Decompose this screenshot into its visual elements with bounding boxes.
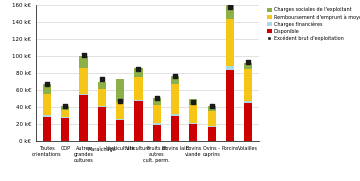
Bar	[116, 102, 124, 119]
Bar	[98, 82, 106, 89]
Bar	[207, 126, 216, 127]
Bar	[189, 124, 197, 141]
Bar	[153, 125, 161, 141]
Bar	[116, 119, 124, 120]
Point	[44, 83, 50, 86]
Bar	[153, 123, 161, 125]
Bar	[189, 123, 197, 124]
Point	[227, 6, 233, 9]
Bar	[226, 5, 234, 19]
Bar	[171, 116, 179, 141]
Bar	[98, 107, 106, 141]
Bar	[43, 94, 51, 115]
Legend: Charges sociales de l'exploitant, Remboursement d'emprunt à moyen et long terme,: Charges sociales de l'exploitant, Rembou…	[266, 7, 360, 42]
Bar	[189, 105, 197, 123]
Bar	[171, 114, 179, 116]
Bar	[80, 56, 88, 68]
Bar	[189, 99, 197, 105]
Bar	[153, 98, 161, 105]
Bar	[80, 68, 88, 94]
Bar	[43, 115, 51, 117]
Bar	[244, 101, 252, 103]
Point	[136, 68, 141, 71]
Bar	[116, 120, 124, 141]
Bar	[207, 127, 216, 141]
Bar	[98, 89, 106, 106]
Bar	[207, 106, 216, 111]
Point	[190, 101, 196, 104]
Point	[246, 61, 251, 64]
Bar	[207, 111, 216, 126]
Point	[172, 74, 178, 77]
Bar	[244, 103, 252, 141]
Point	[117, 100, 123, 103]
Bar	[226, 70, 234, 141]
Point	[99, 78, 105, 81]
Bar	[61, 118, 69, 141]
Bar	[98, 106, 106, 107]
Point	[81, 53, 86, 56]
Bar	[61, 110, 69, 117]
Point	[62, 104, 68, 107]
Bar	[61, 117, 69, 118]
Bar	[134, 101, 143, 141]
Bar	[171, 76, 179, 84]
Bar	[43, 117, 51, 141]
Bar	[80, 94, 88, 141]
Bar	[226, 66, 234, 70]
Bar	[153, 105, 161, 123]
Point	[209, 105, 215, 108]
Bar	[134, 68, 143, 77]
Bar	[134, 77, 143, 100]
Bar	[61, 106, 69, 110]
Bar	[171, 84, 179, 114]
Bar	[116, 79, 124, 102]
Bar	[134, 100, 143, 101]
Bar	[244, 63, 252, 69]
Bar	[244, 69, 252, 101]
Point	[154, 96, 159, 99]
Bar	[43, 84, 51, 94]
Bar	[226, 19, 234, 66]
